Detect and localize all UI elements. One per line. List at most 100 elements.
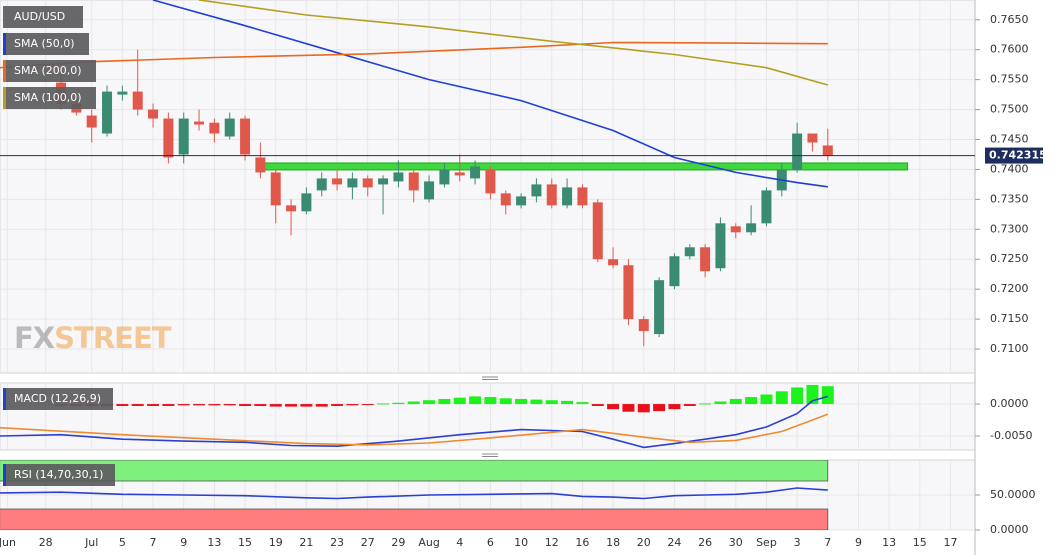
histogram-bar — [760, 394, 773, 405]
x-tick-label: 6 — [487, 536, 494, 549]
x-tick-label: 18 — [606, 536, 620, 549]
candle-body — [577, 187, 588, 206]
legend-label: SMA (200,0) — [14, 64, 82, 77]
histogram-bar — [668, 404, 681, 410]
legend-box — [3, 60, 96, 82]
y-tick-label: 0.7100 — [990, 342, 1029, 355]
y-tick-label: 0.7200 — [990, 282, 1029, 295]
x-tick-label: Sep — [756, 536, 777, 549]
histogram-bar — [254, 404, 267, 406]
histogram-bar — [147, 404, 160, 406]
x-tick-label: 24 — [667, 536, 681, 549]
overlay: Jun 28 Jul 5 7 9 13 15 19 21 23 27 29 Aug 4 6 10 12 16 18 20… — [0, 6, 1047, 549]
histogram-bar — [331, 404, 344, 406]
x-tick-label: 12 — [545, 536, 559, 549]
legend-swatch — [3, 464, 6, 486]
candle-body — [163, 118, 174, 158]
histogram-bar — [469, 396, 482, 405]
candle-body — [516, 196, 527, 206]
x-tick-label: 13 — [207, 536, 221, 549]
histogram-bar — [607, 404, 620, 410]
histogram-bar — [269, 404, 282, 407]
support-band — [259, 162, 909, 171]
candle-body — [684, 247, 695, 257]
x-tick-label: 21 — [299, 536, 313, 549]
legend-label: SMA (50,0) — [14, 37, 75, 50]
candle-body — [117, 91, 128, 95]
histogram-bar — [591, 404, 604, 406]
x-tick-label: 27 — [361, 536, 375, 549]
histogram-bar — [791, 387, 804, 405]
candle-body — [485, 169, 496, 194]
legend-label: SMA (100,0) — [14, 91, 82, 104]
candle-body — [470, 166, 481, 179]
histogram-bar — [576, 402, 589, 405]
legend-box — [3, 87, 96, 109]
histogram-bar — [653, 404, 666, 412]
series-line — [0, 413, 829, 446]
y-tick-label: 0.0000 — [990, 397, 1029, 410]
candle-body — [500, 193, 511, 206]
candle-body — [761, 190, 772, 224]
x-tick-label: 9 — [855, 536, 862, 549]
histogram-bar — [775, 391, 788, 405]
series-line — [198, 0, 829, 86]
histogram-bar — [622, 404, 635, 412]
y-tick-label: 0.7350 — [990, 192, 1029, 205]
y-tick-label: 0.0000 — [990, 523, 1029, 536]
y-tick-label: 0.7500 — [990, 103, 1029, 116]
histogram-bar — [423, 400, 436, 405]
last-price-box — [985, 147, 1043, 164]
legend-box — [3, 33, 89, 55]
legend-swatch — [3, 60, 6, 82]
candle-body — [807, 133, 818, 143]
candle-body — [531, 184, 542, 197]
x-tick-label: 7 — [150, 536, 157, 549]
candle-body — [454, 172, 465, 176]
candle-body — [746, 223, 757, 233]
y-tick-label: 0.7250 — [990, 252, 1029, 265]
histogram-bar — [361, 404, 374, 406]
legend-swatch — [3, 87, 6, 109]
y-tick-label: 0.7650 — [990, 13, 1029, 26]
x-tick-label: 20 — [637, 536, 651, 549]
x-tick-label: 4 — [456, 536, 463, 549]
candle-body — [623, 265, 634, 320]
candle-body — [332, 178, 343, 185]
candle-body — [638, 319, 649, 332]
candle-body — [424, 181, 435, 200]
histogram-bar — [162, 404, 175, 406]
x-tick-label: Aug — [418, 536, 439, 549]
histogram-bar — [499, 398, 512, 405]
candle-body — [132, 91, 143, 110]
x-tick-label: 7 — [824, 536, 831, 549]
candle-body — [715, 223, 726, 269]
histogram-bar — [315, 404, 328, 407]
x-tick-label: 17 — [943, 536, 957, 549]
histogram-bar — [193, 404, 206, 406]
plot: FXSTREET — [0, 0, 975, 530]
x-tick-label: 29 — [391, 536, 405, 549]
histogram-bar — [714, 401, 727, 405]
candle-body — [194, 121, 205, 125]
candle-body — [224, 118, 235, 137]
x-tick-label: 15 — [238, 536, 252, 549]
candle-body — [378, 178, 389, 185]
candle-body — [301, 193, 312, 212]
plot-area — [0, 384, 834, 449]
candle-body — [240, 118, 251, 155]
legend-title: MACD (12,26,9) — [14, 392, 101, 405]
candle-body — [730, 226, 741, 233]
candle-body — [286, 205, 297, 212]
y-tick-label: 0.7600 — [990, 43, 1029, 56]
candle-body — [562, 187, 573, 206]
legend-box — [3, 388, 113, 410]
histogram-bar — [530, 399, 543, 405]
candle-body — [270, 172, 281, 206]
histogram-bar — [484, 397, 497, 405]
candle-body — [148, 109, 159, 119]
candle-body — [654, 280, 665, 335]
histogram-bar — [637, 404, 650, 413]
candle-body — [362, 178, 373, 188]
histogram-bar — [729, 398, 742, 405]
